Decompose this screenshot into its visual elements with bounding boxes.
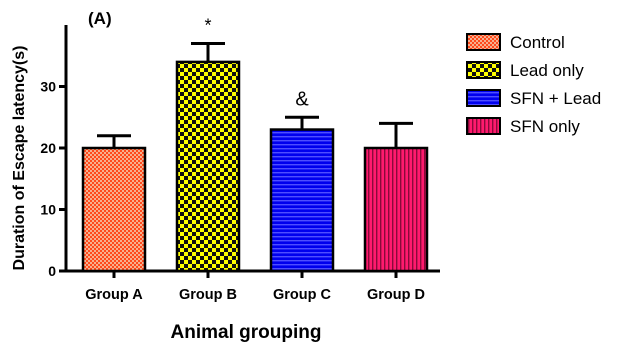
legend-label: SFN only (510, 117, 580, 136)
bar (363, 146, 429, 273)
x-axis-label: Animal grouping (171, 322, 322, 343)
y-tick-label: 0 (48, 263, 56, 279)
x-tick-label: Group B (179, 287, 237, 303)
x-tick-label: Group A (85, 287, 143, 303)
legend: Control Lead only SFN + Lead SFN only (466, 33, 601, 136)
panel-label: (A) (88, 9, 112, 28)
bar (269, 128, 335, 273)
legend-label: SFN + Lead (510, 89, 601, 108)
legend-swatch (466, 117, 501, 135)
legend-swatch (466, 89, 501, 107)
significance-annotation: & (295, 88, 309, 110)
significance-annotation: * (204, 15, 211, 35)
plot-area: 0 10 20 30 Group A Group B * Group C & Group D (40, 15, 440, 303)
legend-swatch (466, 33, 501, 51)
legend-label: Lead only (510, 61, 584, 80)
legend-label: Control (510, 33, 565, 52)
y-axis-label: Duration of Escape latency(s) (11, 46, 28, 271)
bar (81, 146, 147, 273)
bar (175, 60, 241, 273)
y-tick-label: 10 (40, 202, 56, 218)
x-tick-label: Group C (273, 287, 332, 303)
legend-swatch (466, 61, 501, 79)
y-tick-label: 20 (40, 140, 56, 156)
x-tick-label: Group D (367, 287, 425, 303)
y-tick-label: 30 (40, 79, 56, 95)
